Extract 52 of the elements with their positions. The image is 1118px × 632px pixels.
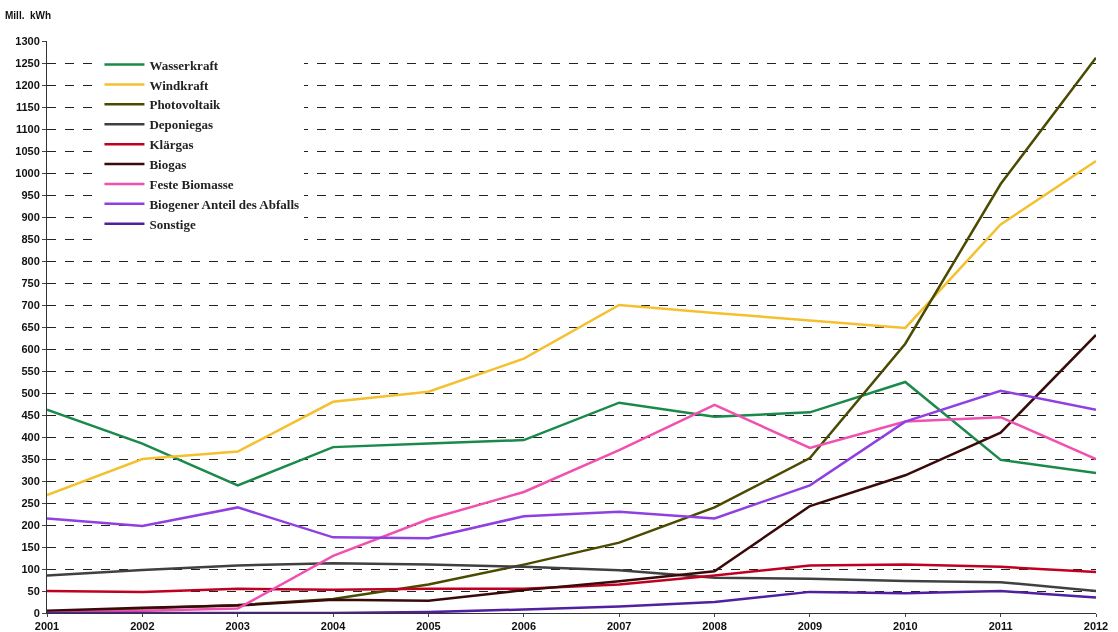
y-tick-label: 300 [21, 474, 40, 487]
y-axis-title: Mill. kWh [5, 10, 52, 21]
y-tick-label: 400 [21, 430, 40, 443]
y-tick-label: 650 [21, 320, 40, 333]
y-tick-label: 1000 [15, 166, 40, 179]
line-series [47, 380, 1096, 487]
y-tick-label: 450 [21, 408, 40, 421]
y-tick-label: 950 [21, 188, 40, 201]
legend-label: Klärgas [149, 137, 194, 153]
y-tick-label: 250 [21, 496, 40, 509]
line-series [47, 159, 1096, 497]
y-tick-label: 600 [21, 342, 40, 355]
y-tick-label: 50 [27, 584, 40, 597]
x-tick-label: 2007 [606, 620, 632, 632]
y-tick-label: 150 [21, 540, 40, 553]
y-tick-label: 1100 [15, 122, 40, 135]
legend-label: Photovoltaik [149, 97, 221, 113]
x-tick-label: 2006 [511, 620, 537, 632]
legend-label: Wasserkraft [149, 57, 219, 73]
y-tick-label: 0 [33, 606, 40, 619]
legend-label: Deponiegas [149, 117, 214, 133]
y-tick-label: 1200 [15, 78, 40, 91]
x-tick-label: 2008 [702, 620, 727, 632]
legend-label: Feste Biomasse [149, 177, 234, 192]
y-tick-label: 550 [21, 364, 40, 377]
y-tick-label: 800 [21, 254, 40, 267]
legend-label: Biogas [149, 157, 187, 173]
y-tick-label: 850 [21, 232, 40, 245]
x-tick-label: 2005 [416, 620, 441, 632]
y-tick-label: 750 [21, 276, 40, 289]
y-tick-label: 500 [21, 386, 40, 399]
y-tick-label: 1300 [15, 34, 40, 47]
y-tick-label: 200 [21, 518, 40, 531]
y-tick-label: 700 [21, 298, 40, 311]
x-tick-label: 2003 [225, 620, 250, 632]
x-tick-label: 2010 [893, 620, 918, 632]
y-tick-label: 1050 [15, 144, 40, 157]
y-tick-label: 1250 [15, 56, 40, 69]
x-tick-label: 2009 [797, 620, 823, 632]
x-tick-label: 2011 [988, 620, 1013, 632]
line-series [47, 389, 1096, 540]
x-tick-label: 2012 [1083, 620, 1109, 632]
y-tick-label: 900 [21, 210, 40, 223]
x-tick-label: 2001 [34, 620, 60, 632]
y-tick-label: 350 [21, 452, 40, 465]
y-tick-label: 1150 [15, 100, 40, 113]
y-tick-label: 100 [21, 562, 40, 575]
x-tick-label: 2002 [130, 620, 155, 632]
x-tick-label: 2004 [320, 620, 347, 632]
legend-label: Sonstige [149, 216, 196, 232]
legend-label: Biogener Anteil des Abfalls [149, 196, 300, 212]
legend-label: Windkraft [149, 77, 210, 93]
